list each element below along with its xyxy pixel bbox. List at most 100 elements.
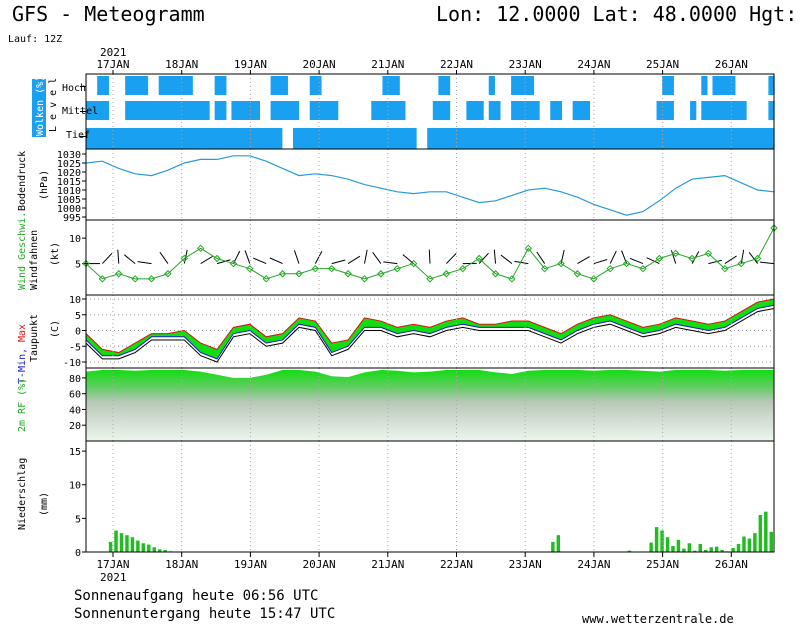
precip-bar	[665, 537, 670, 552]
wind-tick-label: 5	[75, 260, 81, 271]
wind-speed-point	[655, 254, 664, 263]
precip-bar	[108, 541, 113, 552]
wind-speed-point	[409, 259, 418, 268]
cloud-cell-tief	[388, 128, 395, 149]
cloud-cell-tief	[449, 128, 456, 149]
cloud-cell-tief	[354, 128, 361, 149]
date-label-bottom: 21JAN	[371, 558, 404, 571]
panel-frame-pressure	[85, 148, 775, 221]
precip-bar	[136, 540, 140, 552]
wind-barb	[216, 259, 231, 265]
precip-bar	[551, 541, 555, 552]
humidity-tick-label: 80	[69, 374, 81, 385]
wind-speed-point	[524, 244, 532, 253]
wind-barb	[428, 249, 431, 264]
cloud-cell-mittel	[253, 101, 260, 120]
cloud-cell-hoch	[169, 76, 177, 95]
cloud-cell-hoch	[276, 76, 283, 95]
cloud-cell-mittel	[432, 101, 439, 120]
cloud-cell-tief	[746, 128, 753, 149]
cloud-cell-hoch	[522, 76, 529, 95]
wind-speed-point	[82, 259, 90, 268]
cloud-cell-tief	[264, 128, 272, 149]
wind-speed-point	[753, 254, 762, 263]
cloud-cell-hoch	[164, 76, 171, 95]
chart-title: GFS - Meteogramm	[12, 2, 205, 26]
temp-range-band	[86, 299, 774, 359]
wind-speed-point	[98, 275, 107, 283]
cloud-cell-tief	[153, 128, 160, 149]
cloud-cell-tief	[583, 128, 591, 149]
date-label-top: 20JAN	[303, 58, 336, 71]
site-link[interactable]: www.wetterzentrale.de	[582, 612, 734, 625]
cloud-cell-tief	[690, 128, 697, 149]
cloud-cell-mittel	[130, 101, 137, 120]
cloud-cell-hoch	[712, 76, 719, 95]
cloud-cell-tief	[667, 128, 674, 149]
wind-speed-point	[360, 275, 369, 283]
cloud-axis-label: Wolken (%) L e v e l Hoch Mittel Tief	[32, 76, 98, 141]
cloud-cell-tief	[505, 128, 512, 149]
cloud-cell-tief	[499, 128, 507, 149]
wind-barb	[244, 250, 251, 264]
wind-barb	[724, 255, 737, 265]
cloud-cell-tief	[108, 128, 115, 149]
wind-speed-point	[426, 275, 434, 283]
date-label-top: 26JAN	[715, 58, 748, 71]
wind-barb	[331, 259, 346, 265]
cloud-cell-tief	[751, 128, 758, 149]
cloud-cell-mittel	[287, 101, 294, 120]
cloud-cell-mittel	[197, 101, 205, 120]
cloud-cell-mittel	[292, 101, 300, 120]
cloud-label: Wolken (%)	[35, 76, 46, 136]
cloud-cell-mittel	[656, 101, 663, 120]
wind-speed-point	[131, 275, 139, 283]
cloud-cell-tief	[399, 128, 406, 149]
precip-bar	[147, 544, 151, 552]
wind-barb	[159, 251, 169, 264]
cloud-cell-mittel	[371, 101, 378, 120]
cloud-cell-tief	[225, 128, 233, 149]
cloud-cell-tief	[86, 128, 93, 149]
level-label: L e v e l	[48, 78, 59, 132]
cloud-cell-tief	[209, 128, 216, 149]
temperature-panel: 10 5 0 -5 -10	[63, 295, 775, 369]
coordinates: Lon: 12.0000 Lat: 48.0000 Hgt: 5	[436, 2, 800, 26]
date-label-top: 24JAN	[577, 58, 610, 71]
cloud-cell-mittel	[555, 101, 563, 120]
cloud-cell-hoch	[315, 76, 322, 95]
cloud-cell-mittel	[667, 101, 674, 120]
wind-barb	[446, 253, 457, 264]
cloud-cell-tief	[438, 128, 445, 149]
precip-bar	[676, 539, 681, 552]
pressure-tick-label: 1025	[57, 159, 81, 170]
pressure-unit: (hPa)	[39, 170, 50, 200]
cloud-cell-tief	[270, 128, 277, 149]
cloud-cell-tief	[673, 128, 680, 149]
date-label-bottom: 18JAN	[165, 558, 198, 571]
cloud-cell-tief	[304, 128, 311, 149]
year-label-top: 2021	[100, 46, 127, 59]
pressure-tick-label: 1030	[57, 150, 81, 161]
date-label-top: 17JAN	[96, 58, 129, 71]
cloud-cell-mittel	[488, 101, 495, 120]
cloud-cell-mittel	[125, 101, 132, 120]
date-label-bottom: 17JAN	[96, 558, 129, 571]
cloud-cell-hoch	[181, 76, 188, 95]
cloud-cell-mittel	[583, 101, 591, 120]
cloud-cell-mittel	[516, 101, 523, 120]
cloud-cell-tief	[91, 128, 98, 149]
cloud-cell-tief	[460, 128, 467, 149]
wind-speed-point	[328, 264, 336, 273]
cloud-cell-tief	[595, 128, 602, 149]
cloud-cell-mittel	[309, 101, 316, 120]
cloud-cell-mittel	[438, 101, 445, 120]
precip-bar	[764, 511, 768, 552]
cloud-cell-mittel	[443, 101, 451, 120]
wind-barb	[670, 250, 677, 264]
cloud-cell-tief	[650, 128, 658, 149]
cloud-cell-tief	[662, 128, 669, 149]
date-label-top: 18JAN	[165, 58, 198, 71]
cloud-cell-tief	[539, 128, 546, 149]
precip-bar	[125, 535, 129, 552]
